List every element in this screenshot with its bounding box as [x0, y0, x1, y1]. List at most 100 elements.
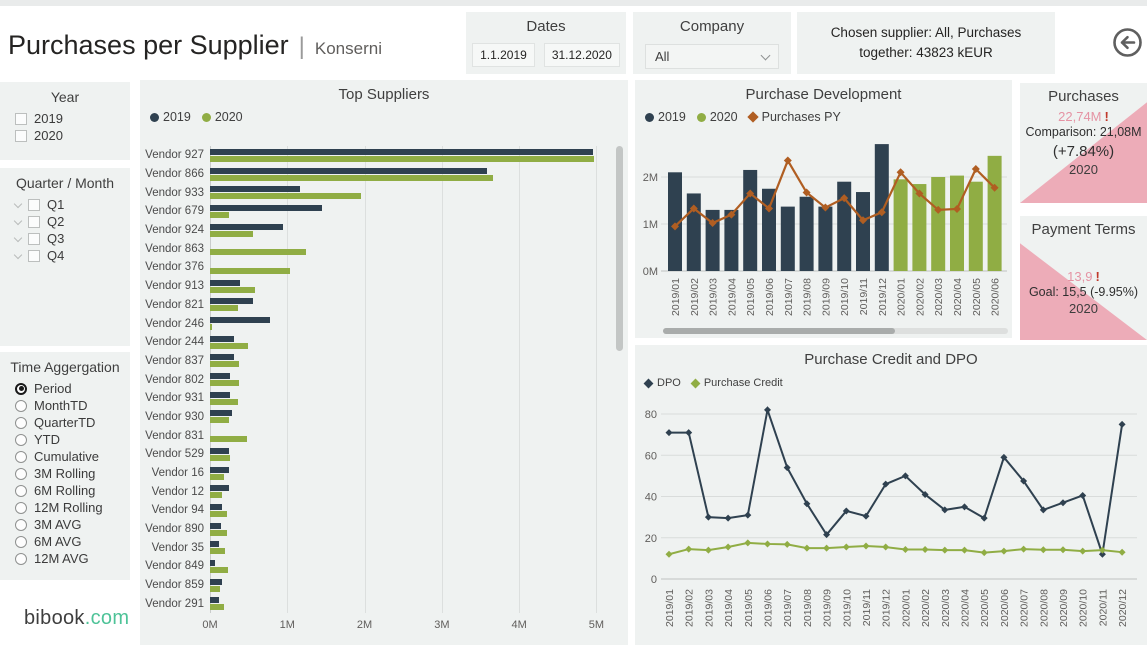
expand-chevron-icon[interactable]	[13, 216, 23, 225]
purchases-py-point-2020/03[interactable]	[934, 205, 943, 214]
quarter-option-Q3[interactable]: Q3	[0, 230, 130, 247]
bar-2019[interactable]	[210, 559, 216, 566]
expand-chevron-icon[interactable]	[13, 250, 23, 259]
bar-2019[interactable]	[210, 373, 231, 380]
point-purchase-credit-2019/09[interactable]	[823, 544, 831, 552]
time-agg-option-ytd[interactable]: YTD	[0, 431, 130, 448]
time-agg-option-12m-rolling[interactable]: 12M Rolling	[0, 499, 130, 516]
expand-chevron-icon[interactable]	[13, 199, 23, 208]
point-dpo-2019/02[interactable]	[685, 429, 693, 437]
point-purchase-credit-2019/03[interactable]	[704, 546, 712, 554]
radio-selected[interactable]	[15, 382, 27, 395]
radio-unselected[interactable]	[15, 535, 27, 548]
purchases-py-point-2019/09[interactable]	[821, 203, 830, 212]
point-purchase-credit-2020/05[interactable]	[980, 549, 988, 557]
bar-2020[interactable]	[210, 230, 254, 237]
bar-2020[interactable]	[210, 174, 493, 181]
bar-2019[interactable]	[210, 317, 271, 324]
pd-bar-2019/04[interactable]	[724, 209, 739, 271]
radio-unselected[interactable]	[15, 433, 27, 446]
bar-2019[interactable]	[210, 541, 219, 548]
bar-2020[interactable]	[210, 417, 230, 424]
point-purchase-credit-2019/08[interactable]	[803, 544, 811, 552]
radio-unselected[interactable]	[15, 399, 27, 412]
date-to-input[interactable]: 31.12.2020	[543, 43, 620, 67]
bar-2019[interactable]	[210, 485, 230, 492]
bar-2019[interactable]	[210, 186, 301, 193]
point-purchase-credit-2019/05[interactable]	[744, 539, 752, 547]
radio-unselected[interactable]	[15, 501, 27, 514]
bar-2020[interactable]	[210, 342, 248, 349]
top-suppliers-scrollbar[interactable]	[616, 146, 623, 351]
bar-2020[interactable]	[210, 193, 361, 200]
time-agg-option-monthtd[interactable]: MonthTD	[0, 397, 130, 414]
dpo-chart[interactable]: 0 20 40 60 80 2019/01 2019/02 2019/03 2019/04 201…	[635, 397, 1147, 645]
point-dpo-2020/10[interactable]	[1079, 491, 1087, 499]
radio-unselected[interactable]	[15, 416, 27, 429]
point-dpo-2020/02[interactable]	[921, 490, 929, 498]
checkbox-2019[interactable]	[15, 112, 27, 125]
bar-2019[interactable]	[210, 148, 593, 155]
company-dropdown[interactable]: All	[645, 44, 779, 69]
point-purchase-credit-2020/10[interactable]	[1079, 547, 1087, 555]
bibook-logo[interactable]: bibook.com	[24, 607, 129, 630]
point-purchase-credit-2019/01[interactable]	[665, 550, 673, 558]
pd-bar-2020/03[interactable]	[931, 177, 946, 271]
pd-bar-2019/12[interactable]	[874, 144, 889, 271]
point-dpo-2019/10[interactable]	[842, 507, 850, 515]
pd-bar-2019/11[interactable]	[856, 192, 870, 271]
bar-2019[interactable]	[210, 204, 323, 211]
checkbox-2020[interactable]	[15, 129, 27, 142]
point-dpo-2019/03[interactable]	[704, 513, 712, 521]
purchases-py-point-2019/07[interactable]	[783, 156, 792, 165]
point-dpo-2020/11[interactable]	[1098, 550, 1106, 558]
point-purchase-credit-2020/08[interactable]	[1039, 546, 1047, 554]
bar-2020[interactable]	[210, 286, 255, 293]
purchases-py-point-2020/06[interactable]	[990, 183, 999, 192]
checkbox-Q1[interactable]	[28, 198, 40, 211]
radio-unselected[interactable]	[15, 552, 27, 565]
purchases-py-point-2019/11[interactable]	[859, 216, 867, 225]
radio-unselected[interactable]	[15, 450, 27, 463]
purchases-py-point-2019/04[interactable]	[727, 210, 736, 219]
bar-2020[interactable]	[210, 529, 227, 536]
point-dpo-2020/05[interactable]	[980, 514, 988, 522]
expand-chevron-icon[interactable]	[13, 233, 23, 242]
pd-bar-2020/04[interactable]	[950, 175, 964, 271]
bar-2020[interactable]	[210, 155, 595, 162]
pd-bar-2019/01[interactable]	[668, 172, 682, 271]
time-agg-option-3m-rolling[interactable]: 3M Rolling	[0, 465, 130, 482]
quarter-option-Q1[interactable]: Q1	[0, 196, 130, 213]
bar-2020[interactable]	[210, 585, 221, 592]
bar-2020[interactable]	[210, 604, 224, 611]
point-dpo-2019/11[interactable]	[862, 512, 870, 520]
bar-2019[interactable]	[210, 447, 230, 454]
point-purchase-credit-2019/04[interactable]	[724, 543, 732, 551]
bar-2019[interactable]	[210, 167, 487, 174]
point-dpo-2020/07[interactable]	[1020, 477, 1028, 485]
pd-bar-2020/06[interactable]	[987, 155, 1002, 271]
point-purchase-credit-2020/12[interactable]	[1118, 548, 1126, 556]
purchases-py-point-2019/10[interactable]	[840, 194, 849, 203]
purchases-py-point-2019/06[interactable]	[765, 204, 773, 213]
radio-unselected[interactable]	[15, 518, 27, 531]
pd-bar-2019/09[interactable]	[818, 206, 833, 271]
purchases-py-point-2019/02[interactable]	[689, 204, 698, 213]
purchases-py-point-2019/03[interactable]	[708, 219, 717, 228]
point-dpo-2020/04[interactable]	[961, 503, 968, 511]
point-purchase-credit-2020/11[interactable]	[1098, 546, 1106, 554]
point-dpo-2019/05[interactable]	[744, 511, 752, 519]
point-dpo-2020/06[interactable]	[1000, 453, 1008, 461]
point-purchase-credit-2020/01[interactable]	[901, 546, 909, 554]
purchases-py-point-2019/12[interactable]	[877, 208, 886, 217]
point-dpo-2019/06[interactable]	[764, 406, 771, 414]
point-purchase-credit-2019/06[interactable]	[764, 540, 771, 548]
pd-bar-2019/07[interactable]	[780, 206, 795, 271]
bar-2019[interactable]	[210, 298, 254, 305]
bar-2019[interactable]	[210, 335, 234, 342]
point-dpo-2019/01[interactable]	[665, 429, 673, 437]
date-from-input[interactable]: 1.1.2019	[472, 43, 535, 67]
year-option-2020[interactable]: 2020	[0, 127, 130, 144]
bar-2019[interactable]	[210, 223, 283, 230]
quarter-option-Q2[interactable]: Q2	[0, 213, 130, 230]
